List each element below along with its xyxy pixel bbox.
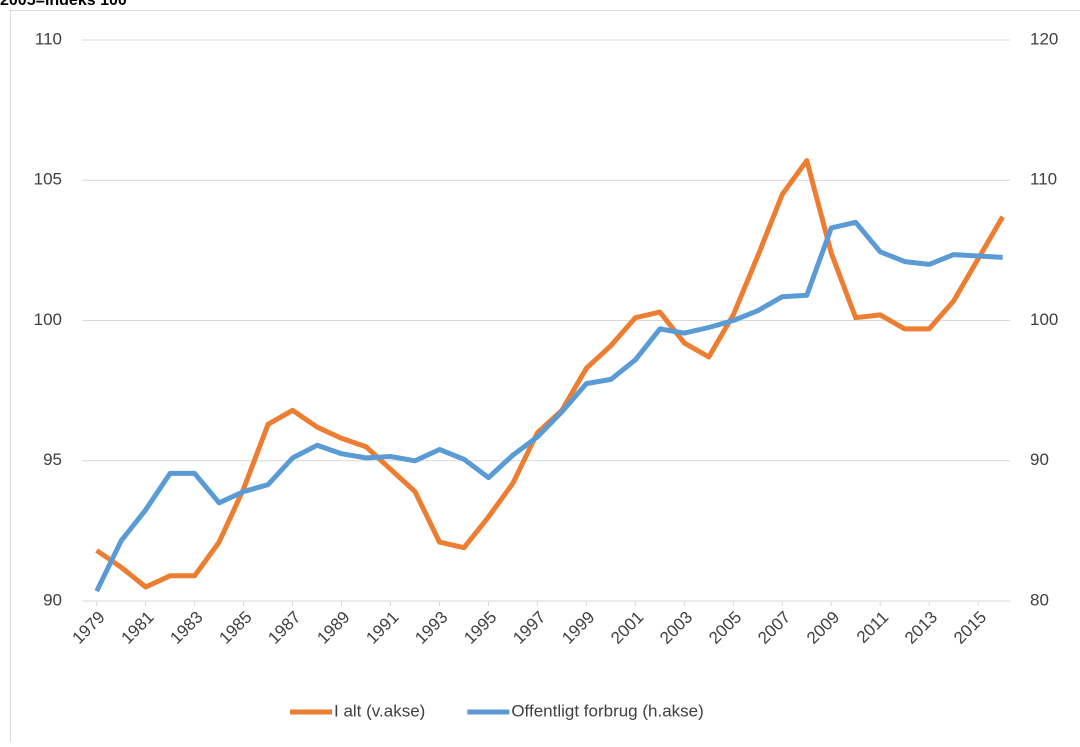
y-tick-label: 110	[35, 29, 62, 48]
y-tick-label: 100	[34, 310, 62, 329]
y2-tick-label: 80	[1030, 590, 1049, 609]
chart-title: 2005=indeks 100	[0, 0, 127, 9]
legend-label: Offentligt forbrug (h.akse)	[511, 701, 703, 720]
legend-label: I alt (v.akse)	[334, 701, 425, 720]
y-tick-label: 90	[43, 590, 62, 609]
y-tick-label: 105	[34, 170, 62, 189]
y2-tick-label: 110	[1030, 170, 1057, 189]
y-tick-label: 95	[43, 450, 62, 469]
y2-tick-label: 90	[1030, 450, 1049, 469]
y2-tick-label: 100	[1030, 310, 1058, 329]
y2-tick-label: 120	[1030, 29, 1058, 48]
